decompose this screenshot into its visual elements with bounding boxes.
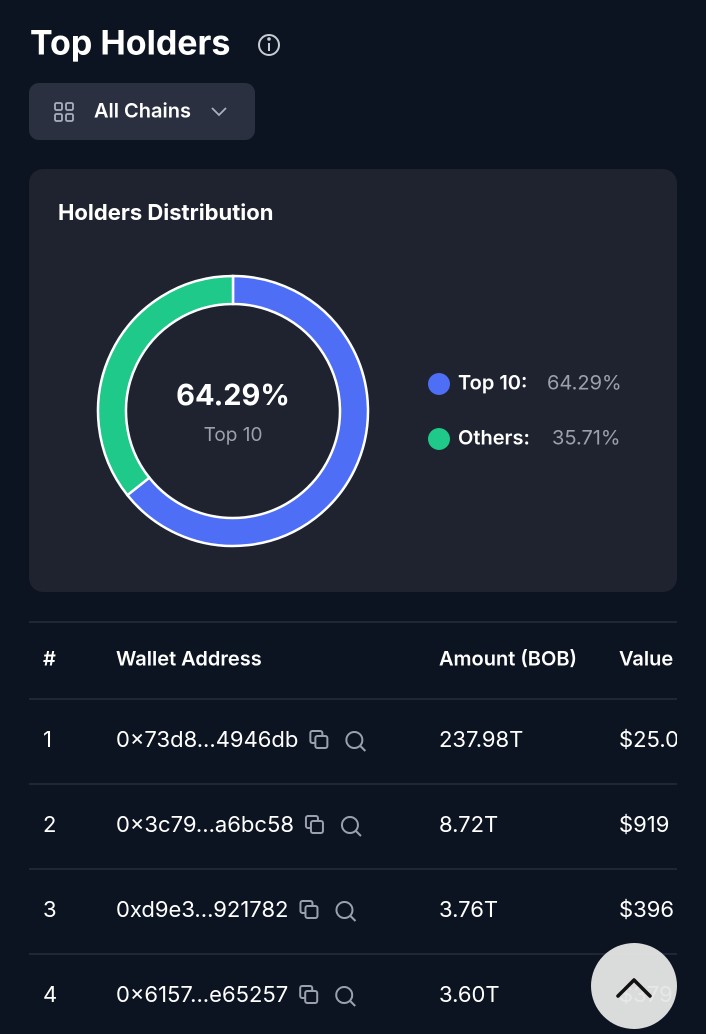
column-header: Value (619, 646, 673, 670)
scroll-top-button[interactable] (591, 943, 677, 1029)
chain-filter[interactable]: All Chains (29, 83, 255, 140)
search-icon-handle (349, 1000, 356, 1007)
column-header: Amount (BOB) (439, 646, 577, 670)
card-title: Holders Distribution (58, 200, 273, 226)
table-cell: 237.98T (439, 727, 523, 753)
copy-icon[interactable] (299, 985, 319, 1004)
wallet-address[interactable]: 0×3c79...a6bc58 (116, 812, 294, 838)
copy-icon[interactable] (299, 900, 319, 919)
table-cell: $25.0 (619, 727, 679, 753)
table-cell: 3 (43, 897, 57, 923)
page-title: Top Holders (30, 22, 230, 63)
search-icon-handle (355, 830, 362, 837)
search-icon-lens (340, 816, 359, 834)
wallet-address[interactable]: 0xd9e3...921782 (116, 897, 288, 923)
table-cell: 3.76T (439, 897, 498, 923)
column-header: Wallet Address (116, 646, 262, 670)
legend-label: Others: (458, 425, 530, 449)
legend-label: Top 10: (458, 370, 527, 394)
donut-slice (96, 274, 235, 497)
table-cell: 1 (43, 727, 52, 753)
copy-icon-front (304, 990, 319, 1004)
search-icon-handle (349, 915, 357, 922)
search-icon-lens (345, 731, 364, 749)
table-cell: 3.60T (439, 982, 500, 1008)
legend: Top 10: 64.29% Others: 35.71% (428, 370, 622, 450)
wallet-address[interactable]: 0×73d8...4946db (116, 727, 298, 753)
table-cell: 4 (43, 982, 57, 1008)
table-cell: $919 (619, 812, 669, 838)
center-label: Top 10 (204, 423, 263, 446)
center-value: 64.29% (176, 377, 290, 412)
table-cell: $396 (619, 897, 674, 923)
copy-icon[interactable] (309, 730, 329, 749)
donut-slice (125, 274, 370, 548)
legend-value: 64.29% (547, 370, 622, 394)
copy-icon[interactable] (304, 815, 324, 834)
legend-dot (428, 373, 450, 395)
legend-value: 35.71% (552, 425, 621, 449)
legend-dot (428, 428, 450, 450)
column-header: # (43, 646, 56, 670)
search-icon-lens (335, 986, 354, 1004)
search-icon[interactable] (335, 901, 357, 922)
holders-table: # Wallet Address Amount (BOB) Value 1 0×73d8.… (29, 621, 679, 1008)
info-icon[interactable] (258, 34, 280, 56)
donut (96, 274, 370, 548)
filter-label[interactable]: All Chains (94, 98, 191, 122)
search-icon[interactable] (335, 986, 356, 1007)
wallet-address[interactable]: 0×6157...e65257 (116, 982, 288, 1008)
search-icon[interactable] (340, 816, 362, 837)
table-cell: 8.72T (439, 812, 498, 838)
table-cell: 2 (43, 812, 56, 838)
copy-icon-front (309, 820, 324, 834)
copy-icon-front (314, 735, 329, 749)
copy-icon-front (304, 905, 319, 919)
search-icon[interactable] (345, 731, 367, 752)
search-icon-lens (335, 901, 354, 919)
search-icon-handle (359, 745, 367, 752)
